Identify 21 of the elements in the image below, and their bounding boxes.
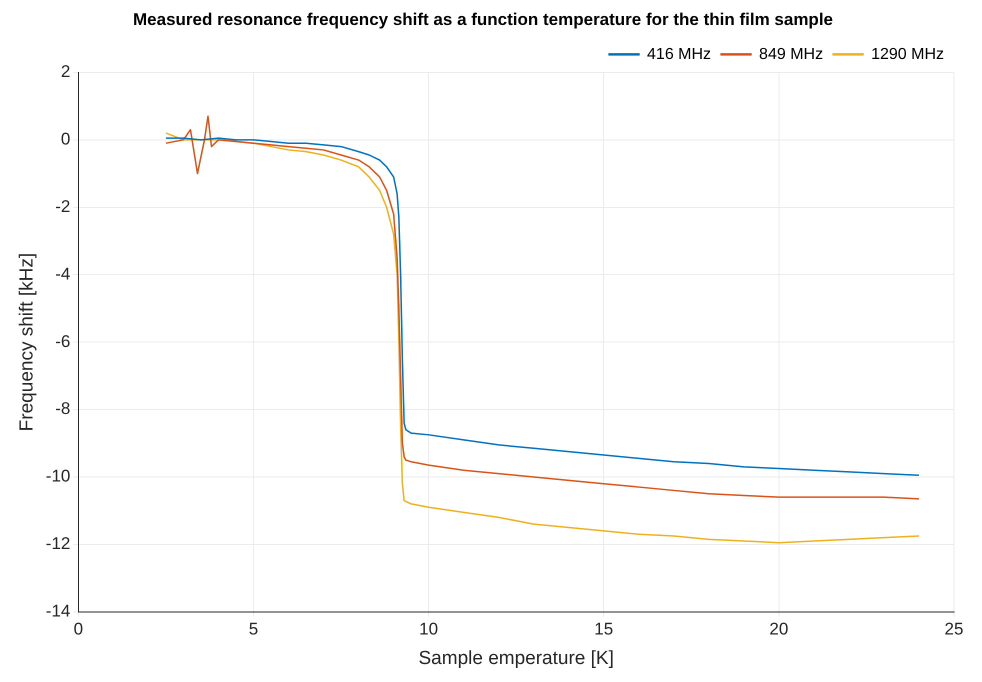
x-tick-label: 20 — [769, 620, 788, 639]
legend-label: 1290 MHz — [871, 46, 944, 63]
y-tick-label: -14 — [46, 601, 70, 620]
y-tick-label: -8 — [55, 399, 70, 418]
x-tick-label: 15 — [594, 620, 614, 639]
x-tick-label: 0 — [74, 620, 84, 639]
y-tick-label: 2 — [60, 62, 70, 82]
chart-title: Measured resonance frequency shift as a function temperature for the thin film sample — [133, 10, 833, 29]
y-tick-label: 0 — [60, 130, 70, 149]
x-axis-title: Sample emperature [K] — [418, 648, 614, 669]
y-tick-label: -4 — [55, 264, 70, 284]
y-axis-title: Frequency shift [kHz] — [16, 252, 38, 432]
x-tick-label: 10 — [419, 620, 438, 639]
y-tick-label: -10 — [46, 466, 70, 486]
y-tick-label: -12 — [46, 534, 70, 554]
x-tick-label: 5 — [248, 620, 258, 639]
legend-label: 849 MHz — [759, 46, 824, 63]
y-tick-label: -6 — [55, 332, 70, 351]
y-tick-label: -2 — [55, 196, 70, 216]
legend-label: 416 MHz — [647, 46, 712, 63]
x-tick-label: 25 — [944, 620, 964, 639]
